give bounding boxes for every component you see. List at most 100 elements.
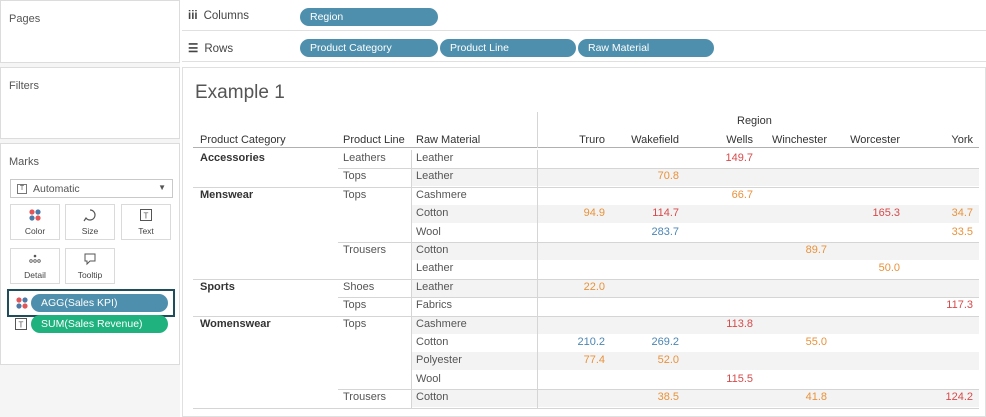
sum-sales-revenue-pill[interactable]: SUM(Sales Revenue) (31, 315, 168, 333)
detail-icon (11, 252, 59, 266)
tooltip-card[interactable]: Tooltip (65, 248, 115, 284)
text-card[interactable]: T Text (121, 204, 171, 240)
cell-value: 124.2 (945, 391, 973, 404)
marks-panel: Marks T Automatic ▼ Color Size T Text (0, 143, 180, 365)
rows-icon: ☰ (188, 43, 199, 55)
table-bottom (193, 407, 979, 409)
row-band (411, 205, 979, 224)
cell-value: 41.8 (805, 391, 827, 404)
cell-value: 283.7 (651, 225, 679, 238)
text-icon: T (15, 318, 27, 333)
cell-value: 38.5 (657, 391, 679, 404)
product-line-label: Trousers (343, 391, 386, 404)
product-line-row-pill[interactable]: Product Line (440, 39, 576, 57)
cell-value: 52.0 (657, 354, 679, 367)
category-label: Womenswear (200, 317, 271, 330)
category-label: Menswear (200, 188, 254, 201)
cell-value: 34.7 (951, 207, 973, 220)
product-category-row-pill[interactable]: Product Category (300, 39, 438, 57)
header-region-worcester: Worcester (850, 134, 900, 146)
raw-material-label: Fabrics (416, 299, 453, 312)
pane-divider (411, 150, 412, 408)
svg-text:T: T (19, 321, 24, 330)
raw-material-label: Cashmere (416, 317, 467, 330)
raw-material-label: Cotton (416, 244, 449, 256)
cell-value: 210.2 (577, 336, 605, 348)
cell-value: 66.7 (731, 188, 753, 201)
category-divider (193, 186, 979, 188)
size-card[interactable]: Size (65, 204, 115, 240)
product-line-label: Shoes (343, 280, 375, 293)
product-line-label: Tops (343, 299, 367, 312)
cell-value: 149.7 (725, 152, 753, 164)
header-region-winchester: Winchester (771, 134, 827, 146)
cell-value: 50.0 (878, 262, 900, 275)
filters-panel[interactable]: Filters (0, 67, 180, 139)
agg-sales-kpi-pill[interactable]: AGG(Sales KPI) (31, 294, 168, 312)
header-region-wells: Wells (726, 134, 753, 146)
raw-material-label: Leather (416, 280, 454, 293)
product-line-label: Tops (343, 188, 367, 201)
line-divider (338, 168, 979, 170)
columns-shelf[interactable]: iii Columns Region (182, 4, 986, 31)
mark-type-dropdown[interactable]: T Automatic ▼ (10, 179, 173, 198)
cell-value: 113.8 (726, 317, 753, 330)
product-line-label: Trousers (343, 244, 386, 256)
header-region-wakefield: Wakefield (631, 134, 679, 146)
color-card[interactable]: Color (10, 204, 60, 240)
category-label: Accessories (200, 152, 265, 164)
row-band (411, 315, 979, 334)
cell-value: 94.9 (583, 207, 605, 220)
rows-shelf-label: ☰ Rows (188, 41, 233, 55)
header-divider (193, 147, 979, 148)
columns-label-text: Columns (203, 10, 249, 22)
columns-icon: iii (188, 10, 198, 22)
cell-value: 33.5 (951, 225, 973, 238)
text-card-label: Text (138, 226, 154, 236)
columns-shelf-label: iii Columns (188, 10, 249, 22)
category-divider (193, 315, 979, 317)
text-icon: T (122, 208, 170, 222)
size-card-label: Size (81, 226, 99, 236)
row-band (411, 242, 979, 260)
header-region-truro: Truro (579, 134, 605, 146)
color-dots-icon (11, 208, 59, 222)
cell-value: 70.8 (657, 170, 679, 183)
worksheet-view: Example 1 Region Product Category Product … (182, 67, 986, 417)
product-line-label: Tops (343, 170, 367, 183)
svg-text:T: T (144, 212, 149, 221)
raw-material-label: Wool (416, 372, 441, 385)
chevron-down-icon: ▼ (158, 183, 166, 192)
line-divider (338, 242, 979, 243)
cell-value: 55.0 (805, 336, 827, 348)
header-raw-material: Raw Material (416, 134, 481, 146)
detail-card-label: Detail (24, 270, 46, 280)
raw-material-label: Cotton (416, 391, 449, 404)
cell-value: 114.7 (652, 207, 679, 220)
rows-label-text: Rows (204, 43, 234, 55)
row-band (411, 278, 979, 297)
worksheet-title: Example 1 (195, 82, 285, 103)
raw-material-label: Leather (416, 170, 454, 183)
product-line-label: Leathers (343, 152, 386, 164)
rows-shelf[interactable]: ☰ Rows Product Category Product Line Raw … (182, 35, 986, 62)
raw-material-label: Wool (416, 225, 441, 238)
text-icon: T (17, 184, 27, 194)
color-card-label: Color (24, 226, 46, 236)
region-column-pill[interactable]: Region (300, 8, 438, 26)
product-line-label: Tops (343, 317, 367, 330)
tooltip-icon (66, 252, 114, 266)
pages-panel: Pages (0, 0, 180, 63)
region-divider (537, 112, 538, 148)
line-divider (338, 389, 979, 391)
raw-material-label: Polyester (416, 354, 462, 367)
cell-value: 165.3 (872, 207, 900, 220)
detail-card[interactable]: Detail (10, 248, 60, 284)
category-label: Sports (200, 280, 235, 293)
cell-value: 115.5 (726, 372, 753, 385)
raw-material-row-pill[interactable]: Raw Material (578, 39, 714, 57)
raw-material-label: Cotton (416, 336, 449, 348)
header-product-category: Product Category (200, 134, 286, 146)
raw-material-label: Cashmere (416, 188, 467, 201)
cell-value: 77.4 (583, 354, 605, 367)
